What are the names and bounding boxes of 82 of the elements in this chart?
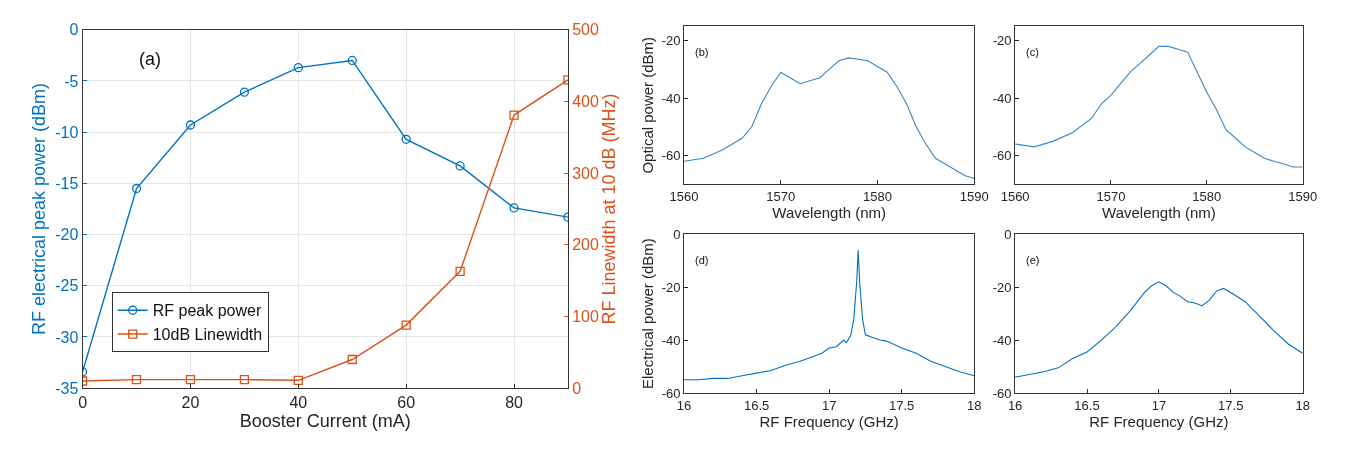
x-tick-label: 17.5 — [889, 397, 915, 413]
y-tick-label: -20 — [661, 33, 681, 49]
point — [131, 374, 142, 385]
y-tick-label: -20 — [661, 279, 681, 295]
x-axis-title: Booster Current (mA) — [239, 411, 411, 432]
y-tick-label: 0 — [1004, 226, 1012, 242]
line-series — [684, 249, 975, 381]
y-axis-title: Optical power (dBm) — [638, 36, 656, 174]
y2-axis-title: RF Linewidth at 10 dB (MHz) — [599, 93, 620, 325]
y2-tick-label: 200 — [572, 236, 599, 254]
point — [185, 374, 196, 385]
point — [185, 120, 196, 130]
point — [293, 375, 303, 385]
annotation: (b) — [695, 46, 709, 58]
x-tick-label: 18 — [1295, 397, 1310, 413]
y2-tick-label: 100 — [572, 308, 599, 326]
y2-tick-label: 400 — [572, 93, 599, 111]
y-tick-label: -30 — [55, 328, 79, 346]
x-axis-title: Wavelength (nm) — [1102, 203, 1216, 221]
y-tick-label: -20 — [992, 279, 1012, 295]
y-tick-label: -40 — [992, 332, 1012, 348]
y-tick-label: -40 — [661, 332, 681, 348]
point — [455, 266, 465, 276]
point — [347, 55, 357, 66]
point — [509, 203, 519, 213]
line-series — [1015, 45, 1303, 168]
y-tick-label: -40 — [992, 90, 1012, 106]
y-tick-label: 0 — [69, 21, 79, 39]
y-tick-label: -60 — [992, 148, 1012, 164]
point — [293, 62, 303, 73]
annotation: (e) — [1026, 254, 1040, 266]
x-tick-label: 1580 — [1192, 188, 1222, 204]
y-tick-label: -20 — [55, 226, 79, 244]
point — [131, 183, 142, 194]
x-tick-label: 17 — [1151, 397, 1167, 413]
annotation: (c) — [1026, 46, 1039, 58]
x-axis-title: Wavelength (nm) — [772, 203, 886, 221]
point — [401, 320, 411, 330]
x-tick-label: 1590 — [959, 188, 989, 204]
annotation: (d) — [695, 254, 709, 266]
line-series — [1015, 281, 1303, 378]
x-tick-label: 1570 — [1096, 188, 1126, 204]
y-tick-label: -20 — [992, 33, 1012, 49]
x-tick-label: 1560 — [1000, 188, 1030, 204]
y-tick-label: -10 — [55, 123, 79, 141]
y-tick-label: -60 — [661, 148, 681, 164]
point — [347, 354, 357, 365]
x-tick-label: 18 — [967, 397, 982, 413]
legend-label: 10dB Linewidth — [152, 326, 263, 344]
point — [239, 374, 250, 385]
y-axis-title: RF electrical peak power (dBm) — [29, 82, 50, 336]
legend-label: RF peak power — [152, 302, 262, 320]
x-tick-label: 20 — [181, 394, 200, 412]
y-axis-title: Electrical power (dBm) — [638, 238, 656, 390]
x-tick-label: 40 — [289, 394, 308, 412]
x-tick-label: 16.5 — [1074, 397, 1100, 413]
x-tick-label: 17.5 — [1218, 397, 1244, 413]
point — [401, 134, 411, 144]
y-tick-label: -15 — [55, 174, 79, 192]
point — [455, 161, 465, 171]
y-tick-label: 0 — [673, 226, 681, 242]
x-tick-label: 1590 — [1288, 188, 1318, 204]
y-tick-label: -35 — [55, 379, 79, 397]
y2-tick-label: 300 — [572, 164, 599, 182]
x-tick-label: 1560 — [669, 188, 699, 204]
x-axis-title: RF Frequency (GHz) — [759, 412, 899, 430]
y2-tick-label: 0 — [572, 379, 582, 397]
y-tick-label: -25 — [55, 277, 79, 295]
x-tick-label: 60 — [397, 394, 416, 412]
y-tick-label: -40 — [661, 90, 681, 106]
point — [509, 110, 519, 120]
x-tick-label: 80 — [505, 394, 524, 412]
point — [239, 87, 250, 97]
y2-tick-label: 500 — [572, 21, 599, 39]
x-tick-label: 17 — [821, 397, 837, 413]
x-tick-label: 1570 — [766, 188, 796, 204]
y-tick-label: -5 — [64, 72, 79, 90]
x-tick-label: 16.5 — [743, 397, 770, 413]
annotation: (a) — [139, 49, 161, 69]
x-axis-title: RF Frequency (GHz) — [1089, 412, 1229, 430]
x-tick-label: 1580 — [863, 188, 892, 204]
line-series — [684, 57, 975, 179]
